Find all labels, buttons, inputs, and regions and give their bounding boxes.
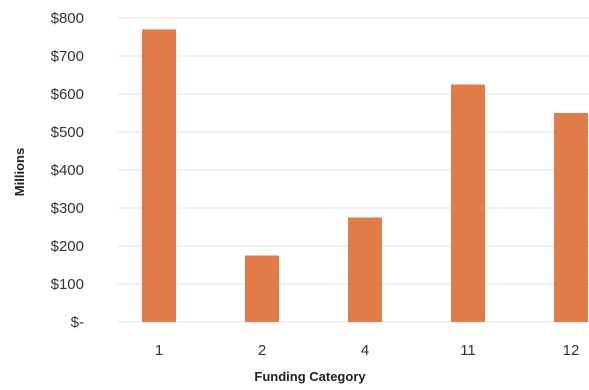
x-tick-label: 1 (155, 342, 163, 359)
y-axis-ticks: $- $100 $200 $300 $400 $500 $600 $700 $800 (51, 10, 84, 331)
x-tick-label: 2 (258, 342, 266, 359)
y-tick-label: $600 (51, 86, 84, 103)
x-tick-label: 11 (460, 342, 476, 359)
y-tick-label: $400 (51, 162, 84, 179)
y-tick-label: $- (71, 314, 84, 331)
y-axis-title: Millions (12, 148, 27, 196)
y-tick-label: $800 (51, 10, 84, 27)
bar-1 (142, 29, 176, 323)
y-tick-label: $100 (51, 276, 84, 293)
x-tick-label: 4 (361, 342, 369, 359)
x-axis-ticks: 1 2 4 11 12 (155, 342, 580, 359)
x-tick-label: 12 (563, 342, 580, 359)
bar-11 (451, 84, 485, 322)
bar-2 (245, 255, 279, 322)
bars (142, 29, 588, 323)
y-tick-label: $700 (51, 48, 84, 65)
y-tick-label: $200 (51, 238, 84, 255)
y-tick-label: $300 (51, 200, 84, 217)
bar-4 (348, 217, 382, 322)
bar-12 (554, 113, 588, 322)
y-tick-label: $500 (51, 124, 84, 141)
x-axis-title: Funding Category (254, 369, 366, 384)
gridlines (118, 17, 589, 323)
